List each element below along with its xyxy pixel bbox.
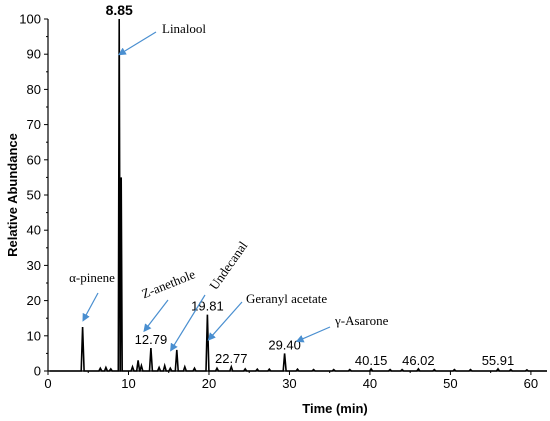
y-axis-title: Relative Abundance [5, 133, 20, 257]
chromatogram-line [49, 18, 547, 372]
annotation-arrow [82, 292, 99, 322]
peak-retention-label: 29.40 [268, 337, 301, 352]
peak-retention-label: 12.79 [135, 332, 168, 347]
annotation-arrow [117, 31, 157, 56]
peak-retention-label: 8.85 [106, 2, 133, 18]
annotation-3: Undecanal [170, 238, 251, 352]
peak-labels: 8.85 12.79 19.81 22.77 29.40 40.15 46.02 55.91 [106, 2, 515, 368]
y-tick-label: 70 [27, 117, 41, 132]
annotation-label: Geranyl acetate [246, 291, 327, 306]
annotation-5: γ-Asarone [295, 313, 389, 343]
y-axis-ticks: 0 10 20 30 40 50 60 70 80 90 100 [19, 12, 48, 379]
annotation-4: Geranyl acetate [207, 291, 327, 341]
x-axis-title: Time (min) [302, 401, 368, 416]
annotation-1: α-pinene [69, 270, 115, 322]
y-tick-label: 10 [27, 328, 41, 343]
x-tick-label: 50 [443, 376, 457, 391]
peak-retention-label: 19.81 [191, 299, 224, 314]
y-tick-label: 50 [27, 188, 41, 203]
peak-retention-label: 55.91 [482, 353, 515, 368]
y-tick-label: 60 [27, 152, 41, 167]
x-tick-label: 30 [282, 376, 296, 391]
x-tick-label: 40 [363, 376, 377, 391]
peak-retention-label: 46.02 [402, 353, 435, 368]
y-tick-label: 20 [27, 293, 41, 308]
annotation-label: Linalool [162, 21, 206, 36]
peak-retention-label: 22.77 [215, 351, 248, 366]
chromatogram-trace [49, 18, 547, 372]
y-tick-label: 90 [27, 47, 41, 62]
x-axis-ticks: 0 10 20 30 40 50 60 [44, 371, 538, 391]
x-tick-label: 0 [44, 376, 51, 391]
annotation-label: Z-anethole [139, 266, 197, 301]
compound-annotations: Linalool α-pinene Z-anethole UndecanalGeran… [69, 21, 389, 352]
annotation-arrow [295, 326, 331, 343]
annotation-arrow [207, 301, 243, 341]
annotation-label: γ-Asarone [334, 313, 389, 328]
x-tick-label: 20 [202, 376, 216, 391]
y-tick-label: 0 [34, 364, 41, 379]
annotation-arrow [143, 299, 169, 333]
y-tick-label: 40 [27, 223, 41, 238]
annotation-arrow [170, 294, 206, 352]
y-tick-label: 100 [19, 12, 41, 27]
x-tick-label: 60 [524, 376, 538, 391]
peak-retention-label: 40.15 [355, 353, 388, 368]
y-tick-label: 30 [27, 258, 41, 273]
y-tick-label: 80 [27, 82, 41, 97]
x-tick-label: 10 [121, 376, 135, 391]
annotation-label: Undecanal [206, 238, 250, 292]
annotation-0: Linalool [117, 21, 206, 56]
annotation-label: α-pinene [69, 270, 115, 285]
